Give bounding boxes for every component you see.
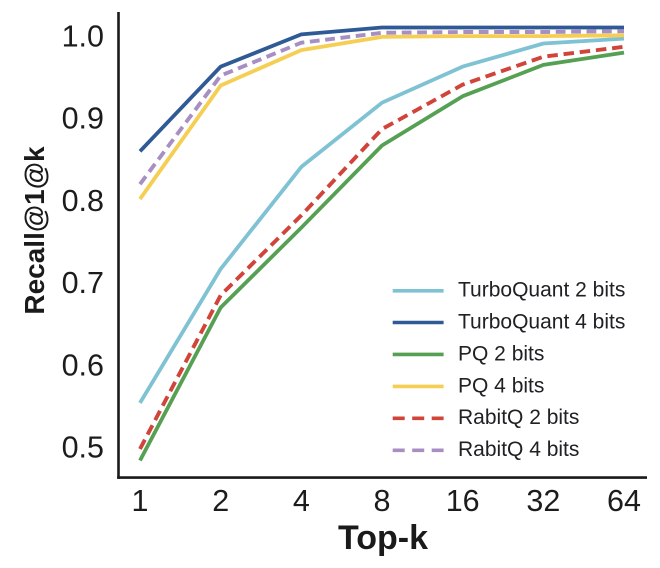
svg-text:0.8: 0.8 <box>62 184 104 218</box>
svg-text:RabitQ 2 bits: RabitQ 2 bits <box>458 406 579 429</box>
svg-text:0.5: 0.5 <box>62 431 104 465</box>
svg-text:0.7: 0.7 <box>62 266 104 300</box>
svg-text:1: 1 <box>132 484 149 518</box>
svg-text:TurboQuant 2 bits: TurboQuant 2 bits <box>458 279 625 302</box>
svg-text:RabitQ 4 bits: RabitQ 4 bits <box>458 438 579 461</box>
svg-text:1.0: 1.0 <box>62 19 104 53</box>
svg-text:Top-k: Top-k <box>338 519 428 557</box>
svg-text:TurboQuant 4 bits: TurboQuant 4 bits <box>458 311 625 334</box>
svg-text:16: 16 <box>446 484 480 518</box>
svg-text:2: 2 <box>212 484 229 518</box>
svg-text:0.6: 0.6 <box>62 348 104 382</box>
svg-text:32: 32 <box>526 484 560 518</box>
svg-text:0.9: 0.9 <box>62 102 104 136</box>
svg-text:PQ 2 bits: PQ 2 bits <box>458 342 544 365</box>
svg-text:64: 64 <box>607 484 641 518</box>
svg-text:4: 4 <box>293 484 310 518</box>
svg-text:8: 8 <box>374 484 391 518</box>
svg-text:Recall@1@k: Recall@1@k <box>19 146 50 315</box>
svg-text:PQ 4 bits: PQ 4 bits <box>458 374 544 397</box>
